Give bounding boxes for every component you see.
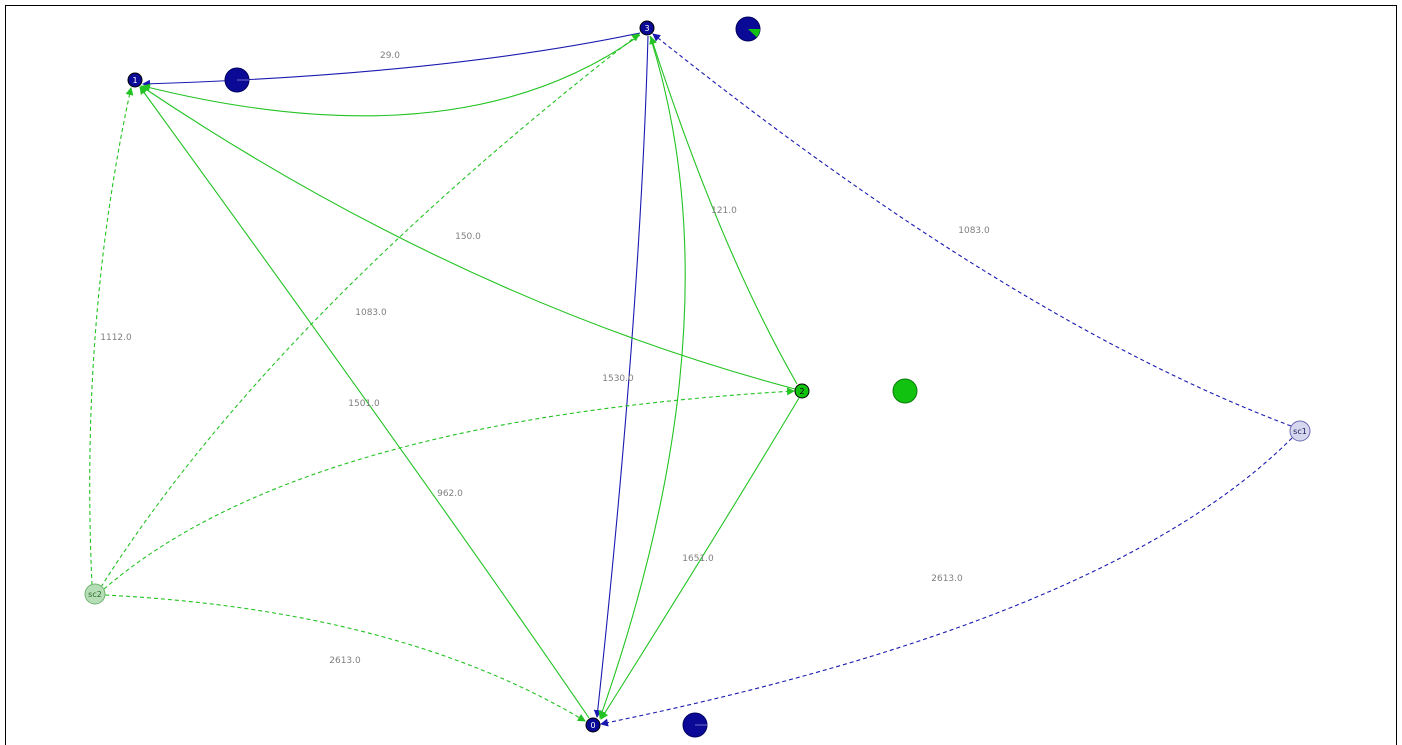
node-1[interactable]: 1 [127,72,143,88]
edge-label: 962.0 [437,489,463,499]
node-label: sc2 [88,590,102,599]
node-circle[interactable] [127,72,143,88]
pie-chart-n1 [224,67,250,93]
node-circle[interactable] [585,717,601,733]
node-label: 1 [132,76,137,85]
edge-sc1-to-n0-blue [600,437,1293,727]
node-3[interactable]: 3 [639,20,655,36]
edge-label: 1083.0 [958,226,990,236]
node-label: 3 [644,24,649,33]
edge-label: 1501.0 [348,399,380,409]
edge-sc2-to-n1-green [89,87,134,586]
node-circle[interactable] [84,583,106,605]
pie-slice-green [748,29,760,38]
pie-base [892,378,918,404]
edge-label: 2613.0 [329,656,361,666]
pie-chart-n3 [735,16,761,42]
node-sc2[interactable]: sc2 [84,583,106,605]
edge-sc2-to-n0-green [104,594,586,722]
node-label: 0 [590,721,595,730]
node-circle[interactable] [639,20,655,36]
node-circle[interactable] [1289,420,1311,442]
edge-n2-to-n0-green [600,397,800,720]
edge-n2-to-n1-green [140,85,796,390]
edge-label: 1530.0 [602,374,634,384]
edge-label: 1083.0 [355,308,387,318]
edge-n3-to-n0-green [598,35,686,719]
edge-label: 121.0 [711,206,737,216]
canvas-frame [5,5,1397,745]
edge-n2-to-n3-green [649,36,798,385]
edge-label: 1112.0 [100,333,132,343]
node-label: sc1 [1293,427,1307,436]
edge-label: 2613.0 [931,574,963,584]
edge-sc1-to-n3-blue [652,33,1292,427]
edge-n3-to-n1-green [142,34,641,117]
node-circle[interactable] [794,383,810,399]
node-0[interactable]: 0 [585,717,601,733]
edge-sc2-to-n2-green [103,387,795,590]
edge-label: 1651.0 [682,554,714,564]
edge-n0-to-n1-green [139,86,590,719]
node-sc1[interactable]: sc1 [1289,420,1311,442]
edge-sc2-to-n3-green [100,33,640,588]
edge-label: 150.0 [455,232,481,242]
node-2[interactable]: 2 [794,383,810,399]
edge-n3-to-n0-blue [593,35,649,718]
pie-chart-n2 [892,378,918,404]
pie-chart-n0 [682,712,708,738]
edge-n3-to-n1-blue [142,32,641,88]
node-label: 2 [799,387,804,396]
edge-label: 29.0 [380,51,400,61]
